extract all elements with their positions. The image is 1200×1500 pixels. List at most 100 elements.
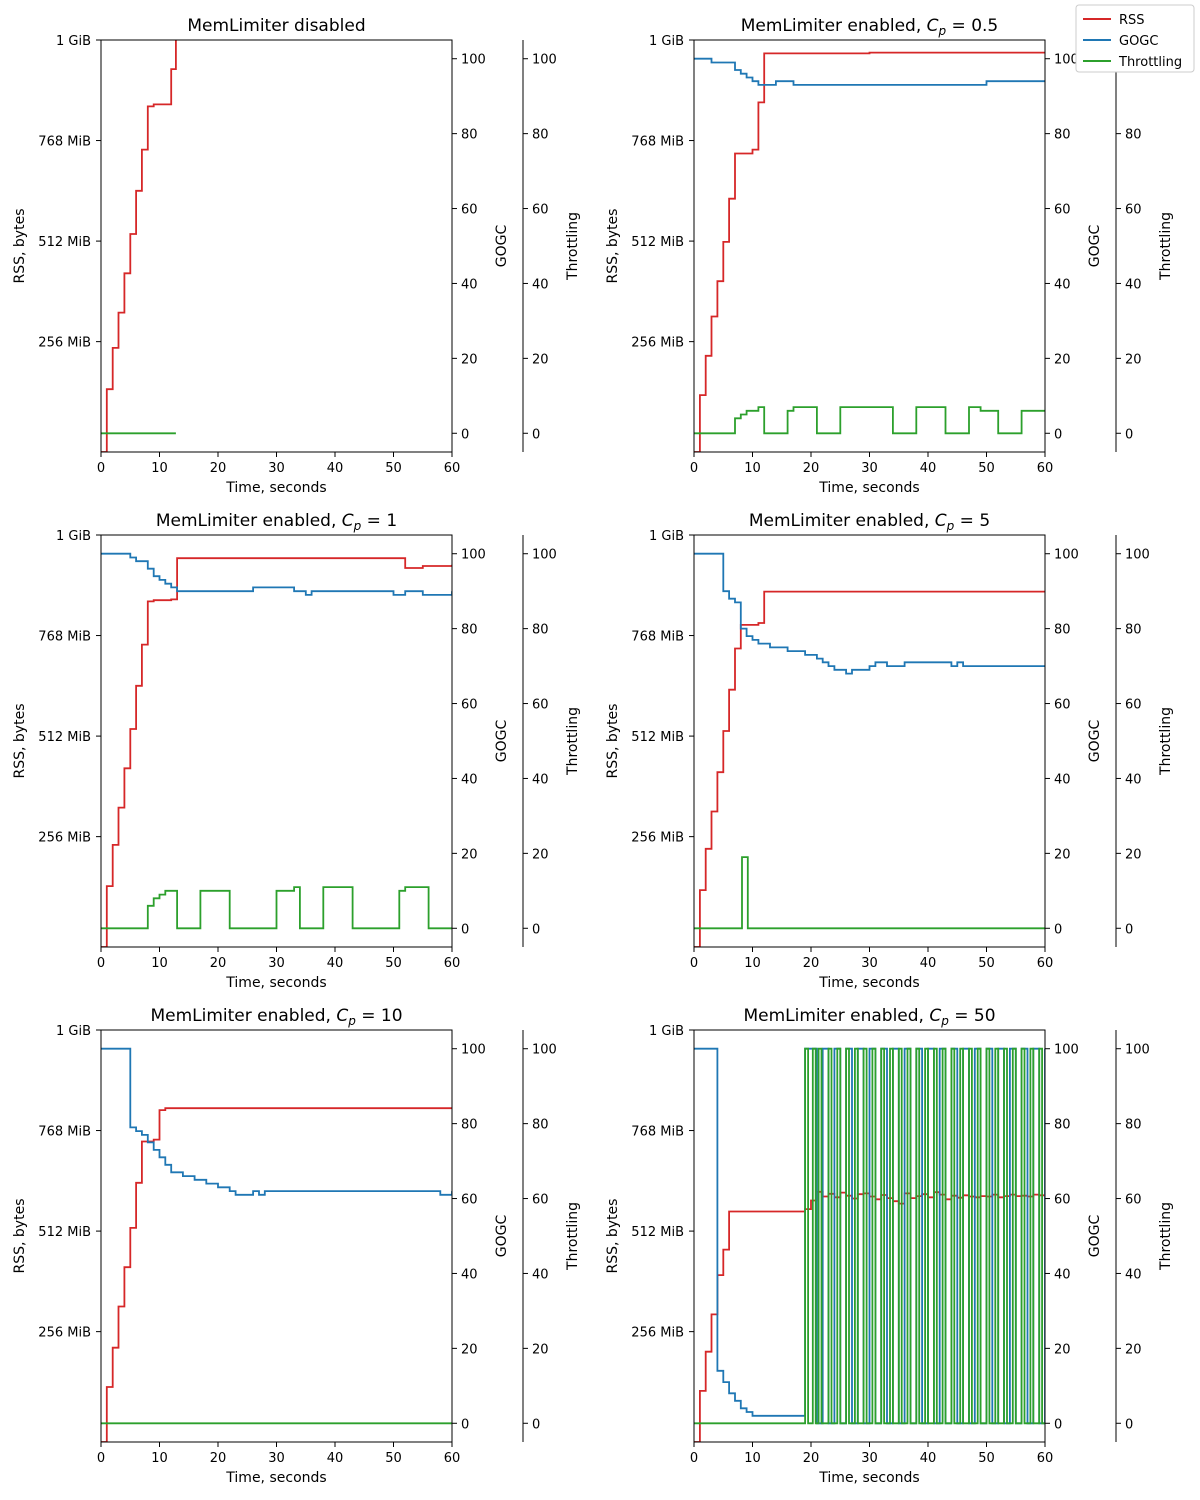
x-tick-label: 40 — [327, 461, 344, 476]
plot-frame — [100, 1029, 453, 1443]
chart-title-text: MemLimiter enabled, — [150, 1006, 336, 1026]
rss-tick-label: 1 GiB — [649, 34, 684, 49]
series-gogc-line — [694, 552, 1045, 675]
plot-frame — [100, 39, 453, 453]
chart-title-subscript: p — [938, 24, 947, 38]
chart-title-symbol: C — [336, 1006, 348, 1026]
rss-axis-label: RSS, bytes — [605, 704, 621, 779]
x-axis-label: Time, seconds — [225, 480, 326, 496]
gogc-tick-label: 40 — [461, 277, 478, 292]
gogc-tick-label: 100 — [1054, 1043, 1079, 1058]
x-tick-label: 10 — [744, 461, 761, 476]
x-tick-label: 0 — [690, 956, 698, 971]
throttling-tick-label: 60 — [1125, 698, 1142, 713]
gogc-tick-label: 100 — [461, 548, 486, 563]
legend-item-gogc: GOGC — [1083, 34, 1158, 49]
rss-tick-label: 256 MiB — [631, 1326, 684, 1341]
gogc-tick-label: 80 — [1054, 1118, 1071, 1133]
gogc-axis-label: GOGC — [1087, 1215, 1103, 1258]
throttling-axis-label: Throttling — [1158, 212, 1174, 281]
chart-title-text: MemLimiter enabled, — [156, 511, 342, 531]
x-tick-label: 20 — [803, 956, 820, 971]
x-tick-label: 50 — [978, 956, 995, 971]
x-axis-label: Time, seconds — [225, 975, 326, 991]
gogc-tick-label: 100 — [1054, 548, 1079, 563]
series-throttling-line — [694, 1047, 1045, 1425]
rss-tick-label: 1 GiB — [649, 529, 684, 544]
legend-frame — [1075, 4, 1195, 73]
throttling-tick-label: 60 — [1125, 203, 1142, 218]
x-tick-label: 50 — [385, 956, 402, 971]
x-tick-label: 0 — [97, 1451, 105, 1466]
chart-title-subscript: p — [946, 519, 955, 533]
gogc-tick-label: 100 — [1054, 53, 1079, 68]
throttling-tick-label: 20 — [1125, 847, 1142, 862]
x-tick-label: 30 — [861, 1451, 878, 1466]
x-tick-label: 40 — [327, 1451, 344, 1466]
legend-item-rss: RSS — [1083, 13, 1145, 28]
x-tick-label: 0 — [690, 461, 698, 476]
series-throttling-line — [694, 856, 1045, 930]
series-rss-line — [694, 51, 1045, 452]
x-tick-label: 60 — [444, 1451, 461, 1466]
chart-title-subscript: p — [347, 1014, 356, 1028]
chart-title-text: MemLimiter enabled, — [749, 511, 935, 531]
x-tick-label: 30 — [268, 956, 285, 971]
x-tick-label: 50 — [978, 461, 995, 476]
legend-item-throttling: Throttling — [1083, 55, 1182, 70]
legend: RSS GOGC Throttling — [1075, 4, 1195, 73]
chart-title: MemLimiter disabled — [187, 16, 365, 36]
x-axis-label: Time, seconds — [818, 975, 919, 991]
x-tick-label: 40 — [920, 956, 937, 971]
throttling-tick-label: 20 — [532, 1342, 549, 1357]
throttling-tick-label: 100 — [532, 548, 557, 563]
throttling-tick-label: 60 — [532, 698, 549, 713]
throttling-tick-label: 40 — [532, 1267, 549, 1282]
throttling-tick-label: 0 — [1125, 427, 1133, 442]
chart-title: MemLimiter enabled, Cp = 1 — [156, 511, 397, 533]
rss-tick-label: 768 MiB — [631, 630, 684, 645]
panel-2: MemLimiter enabled, Cp = 0.5 0 10 20 30 40 50 6… — [605, 16, 1174, 496]
chart-title-text: MemLimiter disabled — [187, 16, 365, 36]
throttling-tick-label: 0 — [532, 427, 540, 442]
gogc-tick-label: 60 — [461, 203, 478, 218]
x-tick-label: 10 — [151, 461, 168, 476]
rss-axis-label: RSS, bytes — [605, 209, 621, 284]
chart-title-value: = 50 — [949, 1006, 996, 1026]
chart-title: MemLimiter enabled, Cp = 50 — [743, 1006, 995, 1028]
throttling-tick-label: 80 — [1125, 1118, 1142, 1133]
x-axis-label: Time, seconds — [818, 480, 919, 496]
throttling-axis-label: Throttling — [565, 1202, 581, 1271]
gogc-tick-label: 80 — [461, 1118, 478, 1133]
rss-tick-label: 256 MiB — [38, 1326, 91, 1341]
throttling-tick-label: 80 — [532, 623, 549, 638]
series-rss-line — [101, 40, 177, 452]
x-tick-label: 10 — [744, 956, 761, 971]
rss-tick-label: 768 MiB — [38, 630, 91, 645]
gogc-tick-label: 0 — [461, 922, 469, 937]
gogc-tick-label: 60 — [1054, 1193, 1071, 1208]
legend-label: Throttling — [1118, 55, 1182, 70]
chart-title-value: = 1 — [361, 511, 397, 531]
x-tick-label: 10 — [151, 956, 168, 971]
rss-tick-label: 512 MiB — [38, 730, 91, 745]
x-tick-label: 30 — [268, 461, 285, 476]
throttling-tick-label: 0 — [1125, 922, 1133, 937]
rss-tick-label: 512 MiB — [631, 235, 684, 250]
x-tick-label: 60 — [444, 461, 461, 476]
rss-tick-label: 512 MiB — [38, 235, 91, 250]
x-tick-label: 0 — [97, 956, 105, 971]
panel-4: MemLimiter enabled, Cp = 5 0 10 20 30 40 50 60 T… — [605, 511, 1174, 991]
x-tick-label: 0 — [97, 461, 105, 476]
gogc-tick-label: 20 — [1054, 847, 1071, 862]
gogc-tick-label: 80 — [1054, 623, 1071, 638]
rss-tick-label: 768 MiB — [631, 1125, 684, 1140]
gogc-tick-label: 40 — [461, 772, 478, 787]
gogc-tick-label: 20 — [1054, 352, 1071, 367]
chart-title-subscript: p — [940, 1014, 949, 1028]
series-rss-line — [101, 557, 452, 947]
panel-1: MemLimiter disabled 0 10 20 30 40 50 60 Time, se… — [12, 16, 581, 496]
chart-title-symbol: C — [929, 1006, 941, 1026]
chart-title-symbol: C — [342, 511, 354, 531]
